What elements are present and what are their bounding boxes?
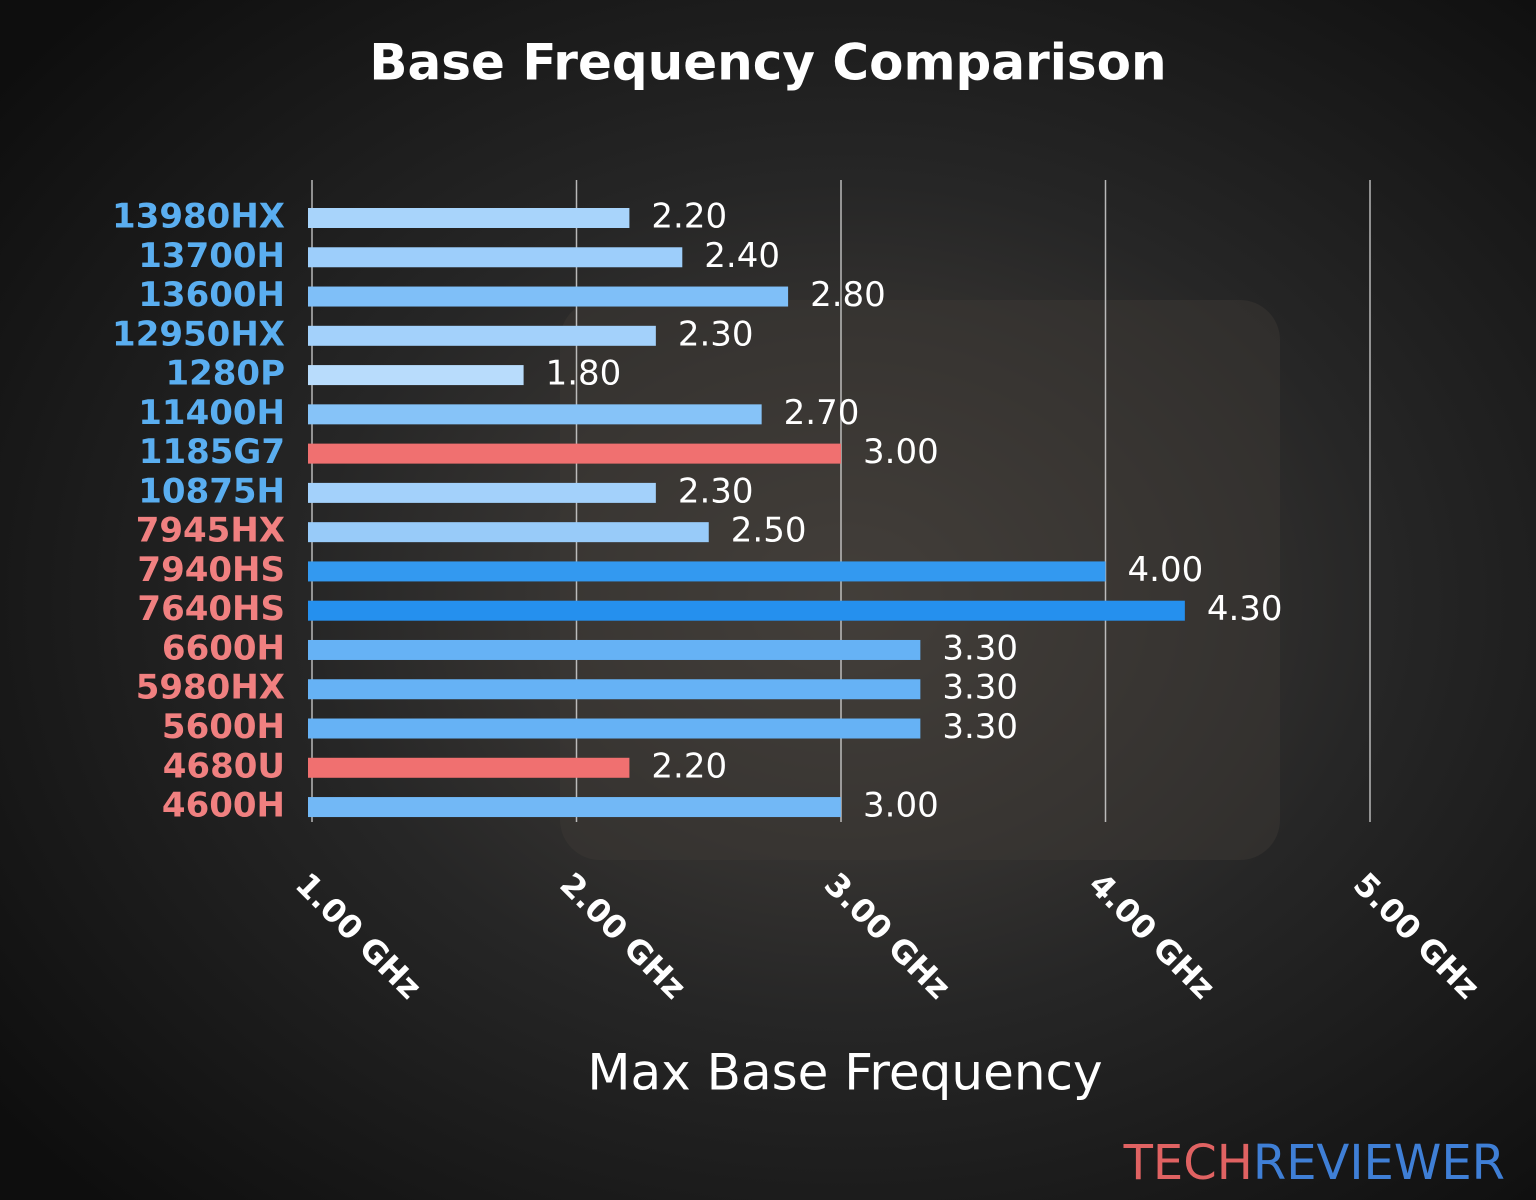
bar <box>308 325 656 346</box>
logo-part: TECH <box>1123 1135 1253 1191</box>
bar <box>308 679 921 700</box>
bar <box>308 639 921 660</box>
bar <box>308 208 630 228</box>
value-label: 3.30 <box>942 668 1018 708</box>
value-label: 2.30 <box>678 314 754 354</box>
y-tick-label: 5600H <box>162 707 285 747</box>
value-label: 3.30 <box>942 628 1018 668</box>
bar <box>308 443 841 464</box>
bar <box>308 600 1185 621</box>
bar <box>308 404 762 425</box>
value-label: 2.40 <box>704 236 780 276</box>
x-axis-label: Max Base Frequency <box>587 1044 1102 1102</box>
value-label: 3.00 <box>863 786 939 826</box>
value-label: 2.70 <box>784 393 860 433</box>
bar <box>308 482 656 503</box>
y-tick-label: 13600H <box>138 275 285 315</box>
value-label: 2.50 <box>731 511 807 551</box>
value-label: 2.30 <box>678 471 754 511</box>
y-tick-label: 5980HX <box>136 668 285 708</box>
value-label: 2.20 <box>651 746 727 786</box>
chart-title: Base Frequency Comparison <box>369 34 1166 92</box>
y-tick-label: 13980HX <box>112 197 285 237</box>
y-tick-label: 11400H <box>138 393 285 433</box>
y-tick-label: 7940HS <box>137 550 285 590</box>
y-tick-label: 1185G7 <box>139 432 285 472</box>
value-label: 1.80 <box>546 354 622 394</box>
logo-part: REVIEWER <box>1253 1135 1505 1191</box>
y-tick-label: 1280P <box>165 354 285 394</box>
value-label: 2.80 <box>810 275 886 315</box>
y-tick-label: 4600H <box>162 786 285 826</box>
y-tick-label: 10875H <box>138 471 285 511</box>
y-tick-label: 4680U <box>163 746 285 786</box>
bar <box>308 757 630 778</box>
logo: TECHREVIEWER <box>1123 1135 1505 1191</box>
value-label: 4.00 <box>1128 550 1204 590</box>
bar <box>308 365 524 386</box>
bar <box>308 561 1106 582</box>
value-label: 3.30 <box>942 707 1018 747</box>
bar <box>308 718 921 739</box>
bar <box>308 286 789 307</box>
value-label: 2.20 <box>651 197 727 237</box>
bar <box>308 522 709 543</box>
y-tick-label: 7945HX <box>136 511 285 551</box>
y-tick-label: 12950HX <box>112 314 285 354</box>
bar <box>308 247 683 268</box>
y-tick-label: 13700H <box>138 236 285 276</box>
value-label: 4.30 <box>1207 589 1283 629</box>
y-tick-label: 6600H <box>162 628 285 668</box>
value-label: 3.00 <box>863 432 939 472</box>
bar <box>308 797 841 818</box>
y-tick-label: 7640HS <box>137 589 285 629</box>
